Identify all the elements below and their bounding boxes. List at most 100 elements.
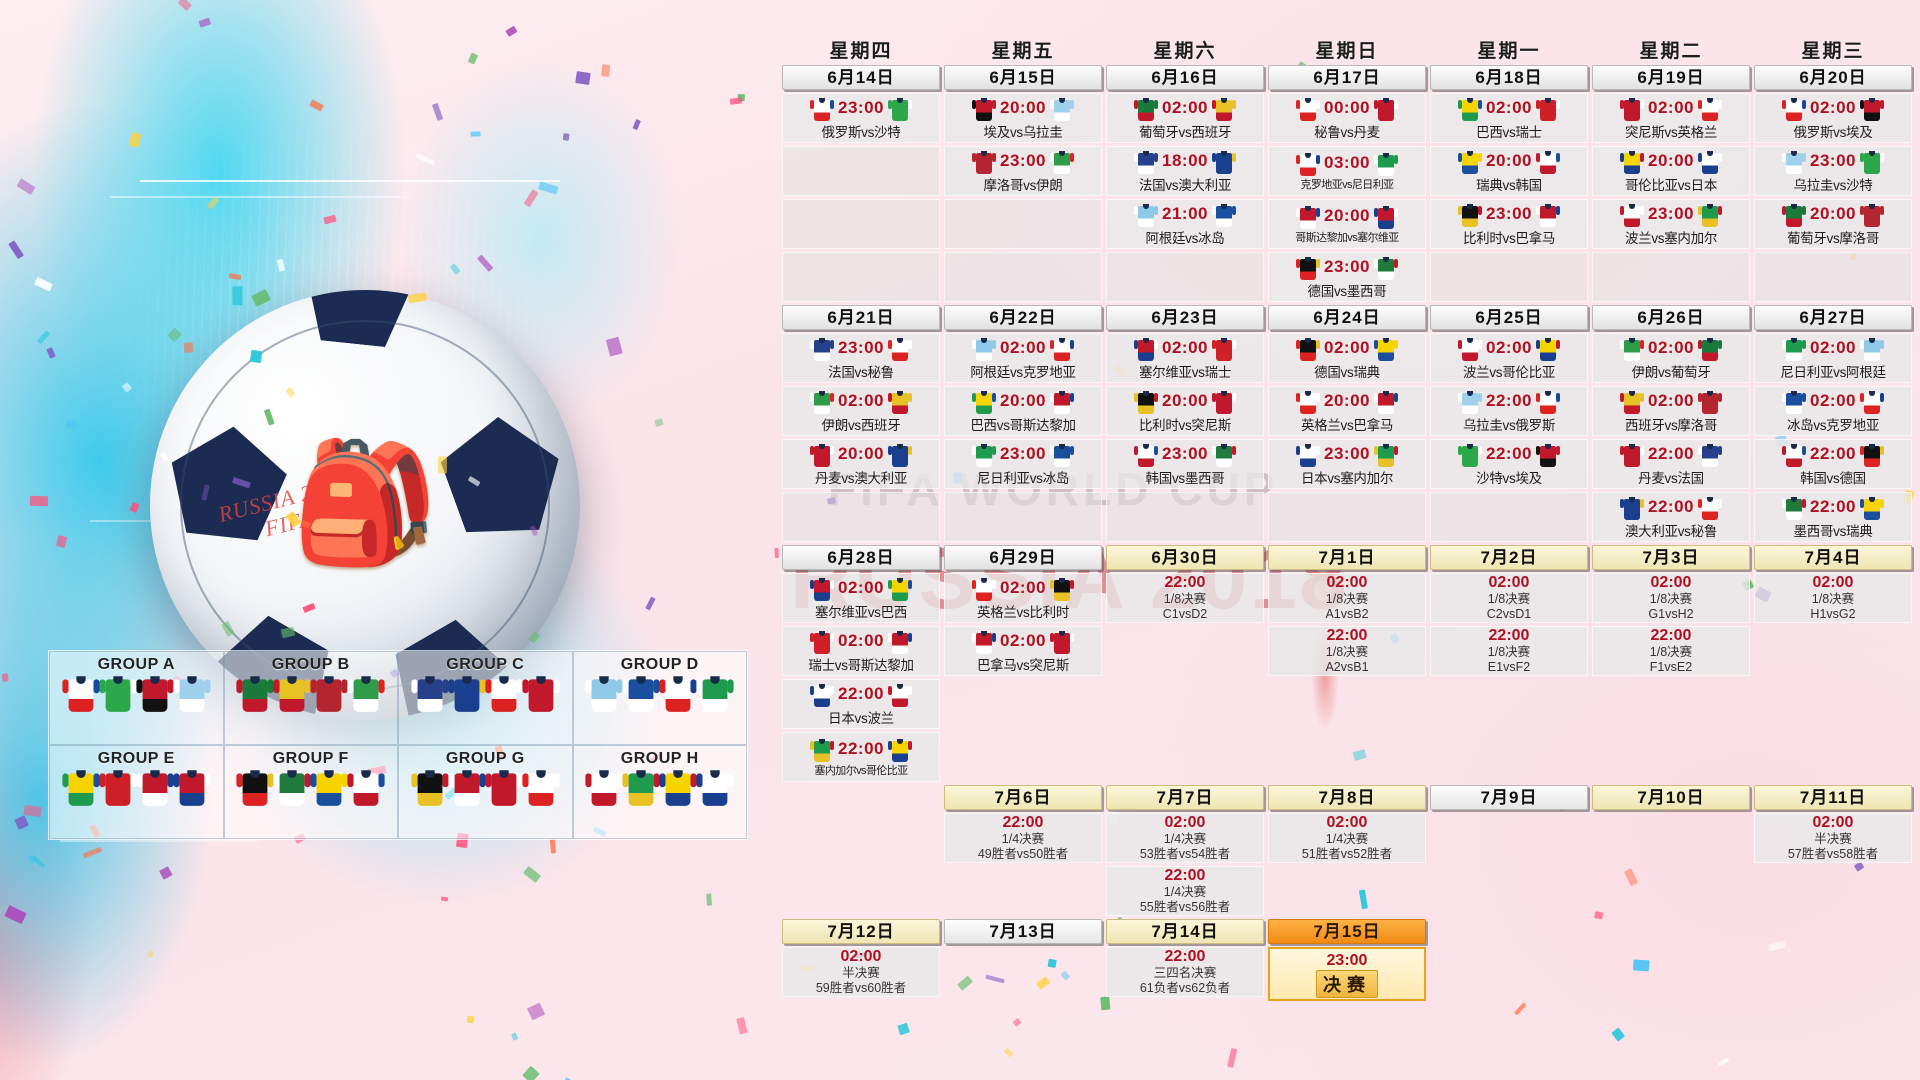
group-panel-d[interactable]: GROUP D: [572, 651, 747, 745]
match-cell[interactable]: 02:00 波兰vs哥伦比亚: [1430, 333, 1588, 383]
group-panel-e[interactable]: GROUP E: [49, 745, 224, 839]
match-cell[interactable]: 18:00 法国vs澳大利亚: [1106, 146, 1264, 196]
date-header[interactable]: 6月24日: [1268, 305, 1426, 330]
match-cell[interactable]: 21:00 阿根廷vs冰岛: [1106, 199, 1264, 249]
date-header[interactable]: 7月3日: [1592, 545, 1750, 570]
match-cell[interactable]: 23:00 摩洛哥vs伊朗: [944, 146, 1102, 196]
date-header[interactable]: 7月13日: [944, 919, 1102, 944]
match-cell[interactable]: 03:00 克罗地亚vs尼日利亚: [1268, 146, 1426, 196]
match-cell[interactable]: 20:00 葡萄牙vs摩洛哥: [1754, 199, 1912, 249]
match-cell[interactable]: 23:00 日本vs塞内加尔: [1268, 439, 1426, 489]
date-header[interactable]: 6月23日: [1106, 305, 1264, 330]
date-header[interactable]: 6月26日: [1592, 305, 1750, 330]
date-header[interactable]: 7月9日: [1430, 785, 1588, 810]
match-cell[interactable]: 02:00 西班牙vs摩洛哥: [1592, 386, 1750, 436]
date-header[interactable]: 6月27日: [1754, 305, 1912, 330]
knockout-match-cell[interactable]: 22:00 1/8决赛 C1vsD2: [1106, 573, 1264, 623]
match-cell[interactable]: 02:00 俄罗斯vs埃及: [1754, 93, 1912, 143]
match-cell[interactable]: 22:00 沙特vs埃及: [1430, 439, 1588, 489]
match-cell[interactable]: 22:00 塞内加尔vs哥伦比亚: [782, 732, 940, 782]
date-header[interactable]: 7月12日: [782, 919, 940, 944]
match-cell[interactable]: 22:00 澳大利亚vs秘鲁: [1592, 492, 1750, 542]
date-header[interactable]: 6月21日: [782, 305, 940, 330]
knockout-match-cell[interactable]: 02:00 1/4决赛 53胜者vs54胜者: [1106, 813, 1264, 863]
match-cell[interactable]: 23:00 法国vs秘鲁: [782, 333, 940, 383]
knockout-match-cell[interactable]: 22:00 1/4决赛 49胜者vs50胜者: [944, 813, 1102, 863]
date-header[interactable]: 6月17日: [1268, 65, 1426, 90]
match-cell[interactable]: 22:00 墨西哥vs瑞典: [1754, 492, 1912, 542]
knockout-match-cell[interactable]: 22:00 三四名决赛 61负者vs62负者: [1106, 947, 1264, 997]
date-header[interactable]: 6月28日: [782, 545, 940, 570]
knockout-match-cell[interactable]: 22:00 1/8决赛 A2vsB1: [1268, 626, 1426, 676]
match-cell[interactable]: 20:00 比利时vs突尼斯: [1106, 386, 1264, 436]
match-cell[interactable]: 02:00 尼日利亚vs阿根廷: [1754, 333, 1912, 383]
date-header[interactable]: 7月8日: [1268, 785, 1426, 810]
match-cell[interactable]: 20:00 埃及vs乌拉圭: [944, 93, 1102, 143]
match-cell[interactable]: 02:00 葡萄牙vs西班牙: [1106, 93, 1264, 143]
group-panel-g[interactable]: GROUP G: [398, 745, 573, 839]
date-header[interactable]: 6月14日: [782, 65, 940, 90]
date-header[interactable]: 7月14日: [1106, 919, 1264, 944]
date-header[interactable]: 7月15日: [1268, 919, 1426, 944]
match-cell[interactable]: 22:00 乌拉圭vs俄罗斯: [1430, 386, 1588, 436]
match-cell[interactable]: 20:00 巴西vs哥斯达黎加: [944, 386, 1102, 436]
date-header[interactable]: 6月25日: [1430, 305, 1588, 330]
knockout-match-cell[interactable]: 22:00 1/8决赛 F1vsE2: [1592, 626, 1750, 676]
match-cell[interactable]: 02:00 阿根廷vs克罗地亚: [944, 333, 1102, 383]
match-cell[interactable]: 02:00 冰岛vs克罗地亚: [1754, 386, 1912, 436]
match-cell[interactable]: 02:00 伊朗vs西班牙: [782, 386, 940, 436]
knockout-match-cell[interactable]: 02:00 1/8决赛 A1vsB2: [1268, 573, 1426, 623]
group-panel-h[interactable]: GROUP H: [572, 745, 747, 839]
date-header[interactable]: 7月7日: [1106, 785, 1264, 810]
date-header[interactable]: 6月22日: [944, 305, 1102, 330]
match-cell[interactable]: 23:00 韩国vs墨西哥: [1106, 439, 1264, 489]
group-panel-b[interactable]: GROUP B: [223, 651, 398, 745]
group-panel-c[interactable]: GROUP C: [398, 651, 573, 745]
match-cell[interactable]: 02:00 瑞士vs哥斯达黎加: [782, 626, 940, 676]
match-cell[interactable]: 20:00 哥斯达黎加vs塞尔维亚: [1268, 199, 1426, 249]
match-cell[interactable]: 02:00 巴拿马vs突尼斯: [944, 626, 1102, 676]
knockout-match-cell[interactable]: 22:00 1/8决赛 E1vsF2: [1430, 626, 1588, 676]
match-cell[interactable]: 02:00 英格兰vs比利时: [944, 573, 1102, 623]
final-match-cell[interactable]: 23:00 决赛: [1268, 947, 1426, 1001]
match-cell[interactable]: 22:00 丹麦vs法国: [1592, 439, 1750, 489]
match-cell[interactable]: 02:00 德国vs瑞典: [1268, 333, 1426, 383]
date-header[interactable]: 6月15日: [944, 65, 1102, 90]
match-cell[interactable]: 22:00 韩国vs德国: [1754, 439, 1912, 489]
knockout-match-cell[interactable]: 02:00 半决赛 57胜者vs58胜者: [1754, 813, 1912, 863]
date-header[interactable]: 7月4日: [1754, 545, 1912, 570]
date-header[interactable]: 6月29日: [944, 545, 1102, 570]
match-cell[interactable]: 02:00 塞尔维亚vs巴西: [782, 573, 940, 623]
knockout-match-cell[interactable]: 02:00 半决赛 59胜者vs60胜者: [782, 947, 940, 997]
match-cell[interactable]: 23:00 俄罗斯vs沙特: [782, 93, 940, 143]
match-cell[interactable]: 23:00 尼日利亚vs冰岛: [944, 439, 1102, 489]
knockout-match-cell[interactable]: 02:00 1/8决赛 H1vsG2: [1754, 573, 1912, 623]
match-cell[interactable]: 20:00 哥伦比亚vs日本: [1592, 146, 1750, 196]
match-cell[interactable]: 02:00 伊朗vs葡萄牙: [1592, 333, 1750, 383]
match-cell[interactable]: 02:00 巴西vs瑞士: [1430, 93, 1588, 143]
match-cell[interactable]: 02:00 塞尔维亚vs瑞士: [1106, 333, 1264, 383]
group-panel-f[interactable]: GROUP F: [223, 745, 398, 839]
date-header[interactable]: 7月11日: [1754, 785, 1912, 810]
date-header[interactable]: 6月20日: [1754, 65, 1912, 90]
knockout-match-cell[interactable]: 02:00 1/8决赛 C2vsD1: [1430, 573, 1588, 623]
date-header[interactable]: 7月2日: [1430, 545, 1588, 570]
match-cell[interactable]: 23:00 比利时vs巴拿马: [1430, 199, 1588, 249]
date-header[interactable]: 7月10日: [1592, 785, 1750, 810]
date-header[interactable]: 7月1日: [1268, 545, 1426, 570]
match-cell[interactable]: 20:00 丹麦vs澳大利亚: [782, 439, 940, 489]
match-cell[interactable]: 00:00 秘鲁vs丹麦: [1268, 93, 1426, 143]
knockout-match-cell[interactable]: 02:00 1/4决赛 51胜者vs52胜者: [1268, 813, 1426, 863]
date-header[interactable]: 6月18日: [1430, 65, 1588, 90]
date-header[interactable]: 6月19日: [1592, 65, 1750, 90]
knockout-match-cell[interactable]: 02:00 1/8决赛 G1vsH2: [1592, 573, 1750, 623]
date-header[interactable]: 6月30日: [1106, 545, 1264, 570]
group-panel-a[interactable]: GROUP A: [49, 651, 224, 745]
knockout-match-cell[interactable]: 22:00 1/4决赛 55胜者vs56胜者: [1106, 866, 1264, 916]
match-cell[interactable]: 23:00 德国vs墨西哥: [1268, 252, 1426, 302]
match-cell[interactable]: 20:00 瑞典vs韩国: [1430, 146, 1588, 196]
match-cell[interactable]: 02:00 突尼斯vs英格兰: [1592, 93, 1750, 143]
match-cell[interactable]: 23:00 乌拉圭vs沙特: [1754, 146, 1912, 196]
match-cell[interactable]: 23:00 波兰vs塞内加尔: [1592, 199, 1750, 249]
date-header[interactable]: 6月16日: [1106, 65, 1264, 90]
